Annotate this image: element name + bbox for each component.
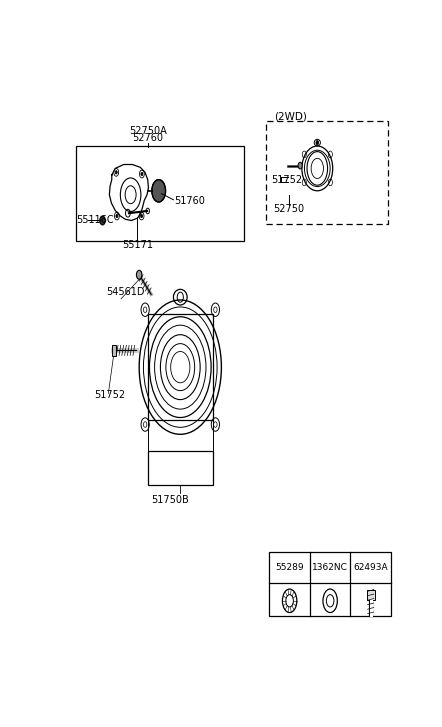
Text: 55289: 55289 [275,563,304,572]
Circle shape [141,214,143,217]
Text: 1362NC: 1362NC [312,563,348,572]
Bar [266,121,388,225]
Text: 52760: 52760 [132,133,163,143]
Bar [76,146,244,241]
Text: 51760: 51760 [174,196,205,206]
Bar [112,345,115,356]
Circle shape [141,172,143,176]
Bar [366,590,375,600]
Text: 55171: 55171 [122,240,153,250]
Circle shape [100,216,105,225]
Circle shape [116,214,118,217]
Text: 55116C: 55116C [76,215,114,225]
Text: 51750B: 51750B [151,495,189,505]
Bar [269,552,391,616]
Text: (2WD): (2WD) [274,112,307,122]
Text: 52750A: 52750A [129,126,167,136]
Text: 62493A: 62493A [353,563,388,572]
Text: 52750: 52750 [273,204,305,214]
Text: 51752: 51752 [95,390,126,400]
Circle shape [152,180,166,202]
Text: 54561D: 54561D [107,287,145,297]
Circle shape [137,270,142,279]
Circle shape [298,162,302,169]
Bar [148,451,213,485]
Circle shape [316,140,319,145]
Text: 51752: 51752 [271,174,302,185]
Circle shape [115,171,117,174]
